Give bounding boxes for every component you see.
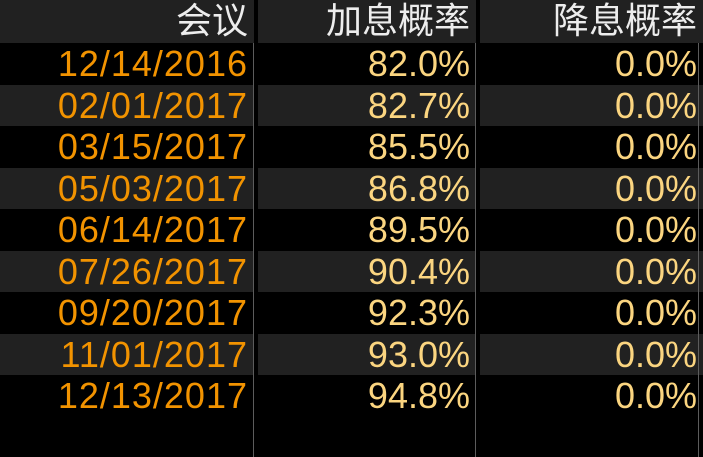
hike-prob-cell: 86.8% (254, 167, 476, 209)
hike-prob-cell: 82.7% (254, 84, 476, 126)
cut-prob-cell: 0.0% (476, 292, 703, 334)
table-row: 09/20/2017 92.3% 0.0% (0, 292, 703, 334)
cut-prob-cell: 0.0% (476, 333, 703, 375)
meeting-date-cell: 02/01/2017 (0, 84, 254, 126)
meeting-date-cell: 07/26/2017 (0, 250, 254, 292)
column-header-hike-probability: 加息概率 (254, 0, 476, 43)
table-header-row: 会议 加息概率 降息概率 (0, 0, 703, 43)
table-row: 02/01/2017 82.7% 0.0% (0, 84, 703, 126)
cut-prob-cell: 0.0% (476, 209, 703, 251)
column-header-meeting: 会议 (0, 0, 254, 43)
hike-prob-cell: 93.0% (254, 333, 476, 375)
column-separator-line (698, 43, 699, 457)
meeting-date-cell: 06/14/2017 (0, 209, 254, 251)
meeting-date-cell: 09/20/2017 (0, 292, 254, 334)
cut-prob-cell: 0.0% (476, 375, 703, 417)
table-row: 06/14/2017 89.5% 0.0% (0, 209, 703, 251)
column-header-cut-probability: 降息概率 (476, 0, 703, 43)
cut-prob-cell: 0.0% (476, 167, 703, 209)
table-row: 03/15/2017 85.5% 0.0% (0, 126, 703, 168)
hike-prob-cell: 92.3% (254, 292, 476, 334)
table-row: 12/14/2016 82.0% 0.0% (0, 43, 703, 85)
table-row: 11/01/2017 93.0% 0.0% (0, 333, 703, 375)
cut-prob-cell: 0.0% (476, 43, 703, 85)
table-row: 07/26/2017 90.4% 0.0% (0, 250, 703, 292)
hike-prob-cell: 82.0% (254, 43, 476, 85)
column-separator-line (475, 43, 476, 457)
hike-prob-cell: 89.5% (254, 209, 476, 251)
cut-prob-cell: 0.0% (476, 126, 703, 168)
hike-prob-cell: 85.5% (254, 126, 476, 168)
table-row: 12/13/2017 94.8% 0.0% (0, 375, 703, 417)
meeting-date-cell: 12/13/2017 (0, 375, 254, 417)
meeting-date-cell: 12/14/2016 (0, 43, 254, 85)
table-row: 05/03/2017 86.8% 0.0% (0, 167, 703, 209)
cut-prob-cell: 0.0% (476, 250, 703, 292)
hike-prob-cell: 90.4% (254, 250, 476, 292)
cut-prob-cell: 0.0% (476, 84, 703, 126)
hike-prob-cell: 94.8% (254, 375, 476, 417)
column-separator-line (253, 43, 254, 457)
meeting-date-cell: 05/03/2017 (0, 167, 254, 209)
meeting-date-cell: 03/15/2017 (0, 126, 254, 168)
meeting-date-cell: 11/01/2017 (0, 333, 254, 375)
